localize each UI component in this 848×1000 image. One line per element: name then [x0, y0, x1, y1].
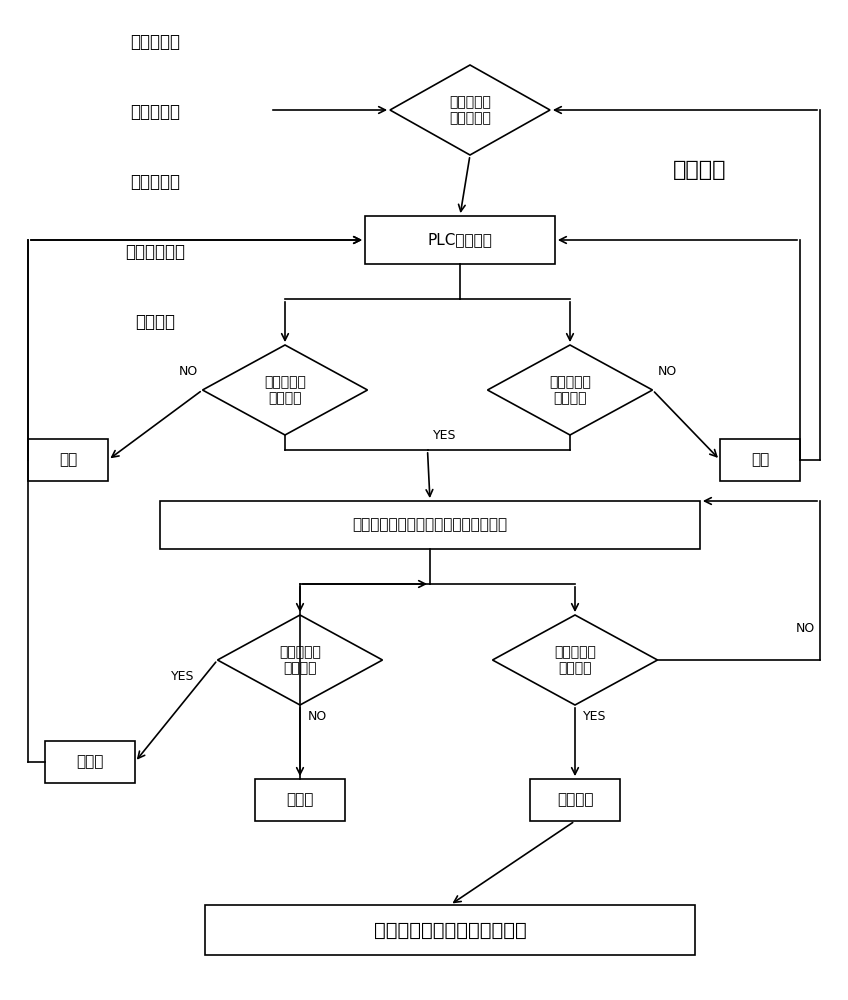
Polygon shape — [390, 65, 550, 155]
Polygon shape — [488, 345, 652, 435]
Text: YES: YES — [432, 429, 456, 442]
Bar — [45, 741, 135, 783]
Text: 加药: 加药 — [750, 452, 769, 468]
Text: YES: YES — [583, 710, 606, 723]
Bar — [28, 439, 108, 481]
Bar — [720, 439, 800, 481]
Bar — [530, 779, 620, 821]
Text: PLC执行机构: PLC执行机构 — [427, 232, 493, 247]
Text: YES: YES — [170, 670, 194, 683]
Text: NO: NO — [657, 365, 677, 378]
Text: 控制单元给
出运行参数: 控制单元给 出运行参数 — [449, 95, 491, 125]
Text: 初始氨氮値: 初始氨氮値 — [130, 33, 180, 51]
Text: 结束氨氮値
是否渋足: 结束氨氮値 是否渋足 — [554, 645, 596, 675]
Text: 硝化速率测试并连续采集记录氨氮数据: 硝化速率测试并连续采集记录氨氮数据 — [353, 518, 508, 532]
Bar — [365, 216, 555, 264]
Polygon shape — [493, 615, 657, 705]
Bar — [160, 501, 700, 549]
Bar — [205, 905, 695, 955]
Polygon shape — [217, 615, 382, 705]
Polygon shape — [203, 345, 367, 435]
Text: 多次循环: 多次循环 — [673, 160, 727, 180]
Text: 停曝气: 停曝气 — [76, 754, 103, 770]
Text: 溶解氧范围
是否渋足: 溶解氧范围 是否渋足 — [264, 375, 306, 405]
Text: NO: NO — [308, 710, 327, 723]
Bar — [255, 779, 345, 821]
Text: 分析硝化速率数据并给出报告: 分析硝化速率数据并给出报告 — [374, 920, 527, 940]
Text: 数据采集频率: 数据采集频率 — [125, 243, 185, 261]
Text: 曝气: 曝气 — [59, 452, 77, 468]
Text: 初始氨氮値
是否渋足: 初始氨氮値 是否渋足 — [549, 375, 591, 405]
Text: 结束氨氮値: 结束氨氮値 — [130, 103, 180, 121]
Text: 循环次数: 循环次数 — [135, 313, 175, 331]
Text: 溶解氧范围: 溶解氧范围 — [130, 173, 180, 191]
Text: 开曝气: 开曝气 — [287, 792, 314, 808]
Text: 溶解氧范围
是否渋足: 溶解氧范围 是否渋足 — [279, 645, 321, 675]
Text: NO: NO — [178, 365, 198, 378]
Text: 反应结束: 反应结束 — [557, 792, 594, 808]
Text: NO: NO — [795, 622, 815, 635]
